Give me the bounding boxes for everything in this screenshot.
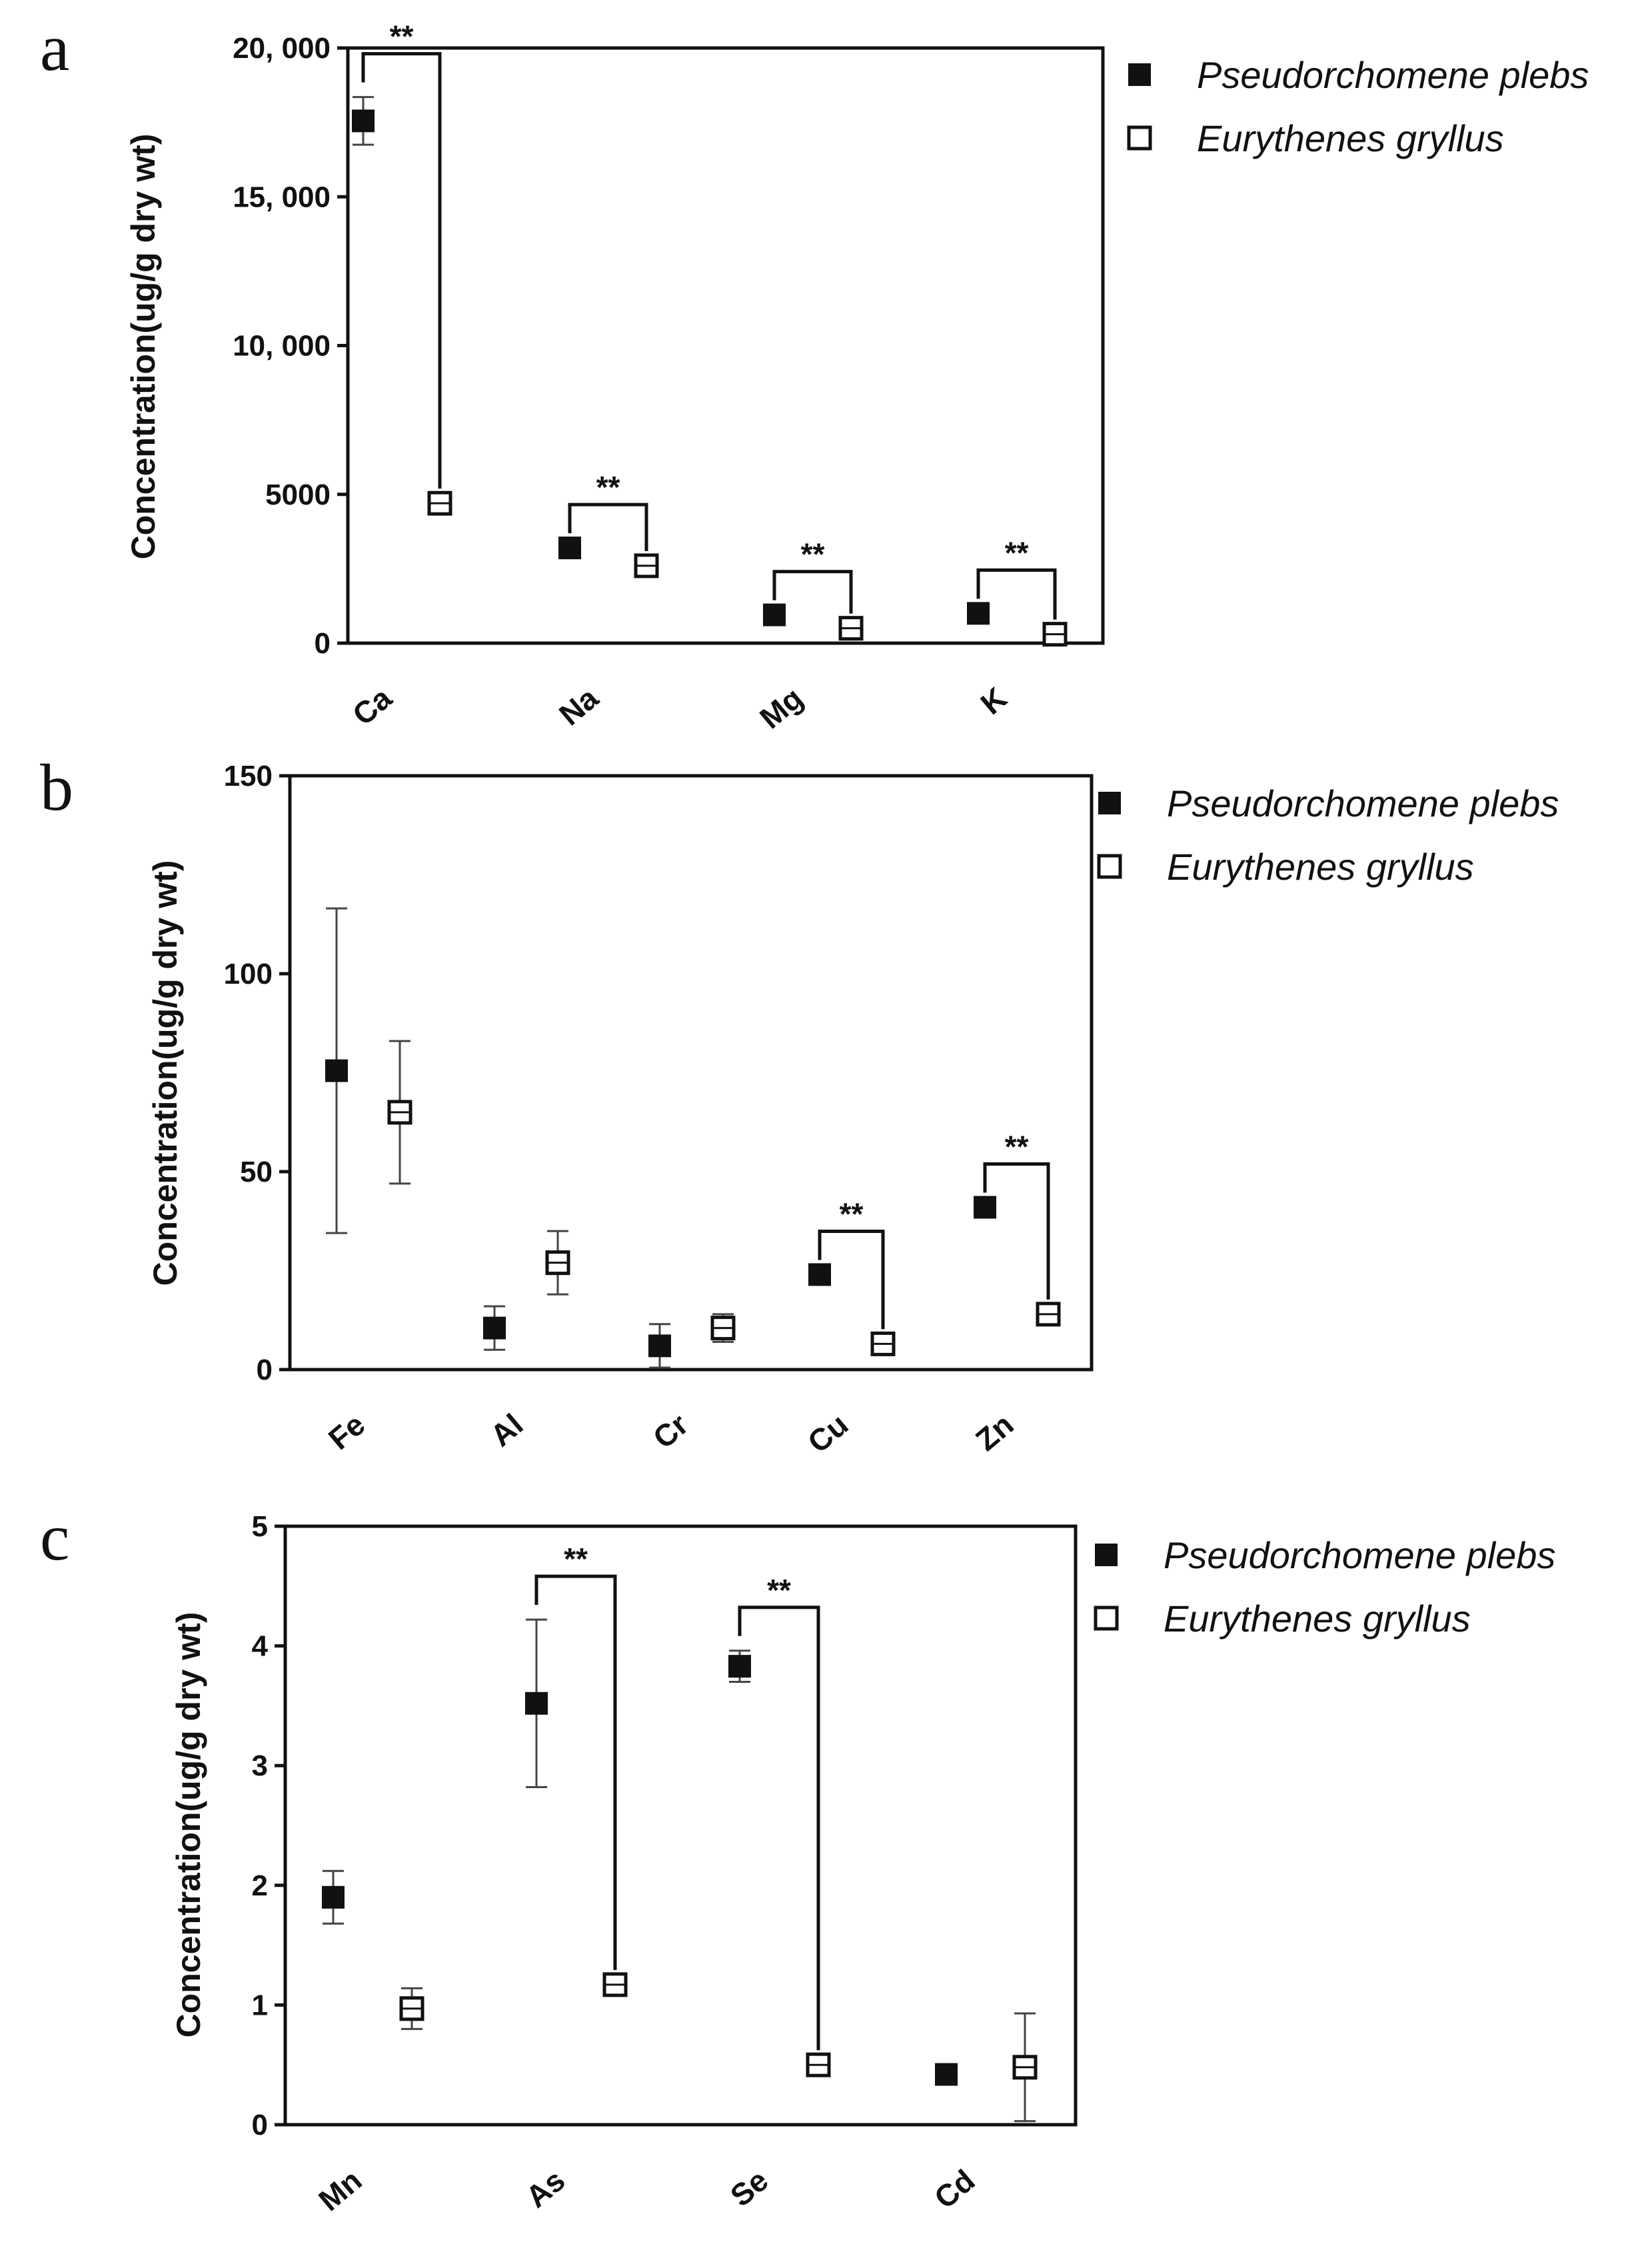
category-label-al: Al	[484, 1407, 530, 1453]
significance-bracket-k	[976, 568, 1057, 620]
category-label-k: K	[974, 680, 1014, 721]
legend-marker-open	[1127, 125, 1152, 151]
category-label-na: Na	[552, 680, 605, 732]
panel-letter: a	[40, 11, 69, 85]
data-point-filled-ca	[352, 109, 375, 133]
plot-frame	[288, 774, 1094, 1372]
data-point-filled-as	[525, 1691, 548, 1715]
legend: Pseudorchomene plebs Eurythenes gryllus	[1094, 1534, 1555, 1640]
data-point-filled-na	[558, 537, 581, 560]
legend-label: Eurythenes gryllus	[1167, 846, 1474, 888]
category-label-ca: Ca	[346, 680, 399, 732]
y-axis-title: Concentration(ug/g dry wt)	[170, 1612, 207, 2038]
y-axis-title: Concentration(ug/g dry wt)	[147, 860, 184, 1286]
significance-bracket-mg	[772, 570, 853, 614]
y-tick-label: 50	[240, 1156, 273, 1188]
category-label-cr: Cr	[646, 1407, 695, 1456]
legend-marker-open	[1094, 1606, 1119, 1631]
significance-label: **	[1005, 535, 1029, 570]
data-point-filled-k	[967, 602, 990, 625]
y-tick-label: 0	[252, 2109, 268, 2141]
significance-bracket-zn	[983, 1162, 1050, 1300]
y-tick-label: 4	[252, 1630, 269, 1663]
data-point-filled-al	[483, 1316, 506, 1340]
panel-a: a 0 5000 10, 000 15, 000 20, 000 Concentration…	[40, 11, 1589, 735]
legend: Pseudorchomene plebs Eurythenes gryllus	[1127, 54, 1589, 159]
y-tick-label: 5000	[265, 479, 331, 511]
y-tick-label: 5	[252, 1510, 268, 1543]
y-tick-label: 3	[252, 1749, 268, 1782]
significance-bracket-as	[534, 1574, 617, 1970]
legend: Pseudorchomene plebs Eurythenes gryllus	[1097, 782, 1559, 888]
y-tick-label: 10, 000	[233, 330, 331, 363]
data-point-filled-mn	[322, 1885, 345, 1909]
category-label-fe: Fe	[322, 1407, 372, 1456]
category-label-cu: Cu	[801, 1407, 854, 1460]
significance-label: **	[840, 1196, 864, 1231]
data-point-filled-mg	[763, 603, 786, 626]
panel-letter: c	[40, 1500, 69, 1574]
significance-label: **	[564, 1542, 588, 1576]
y-tick-label: 100	[224, 958, 273, 990]
legend-marker-filled	[1128, 63, 1151, 86]
y-tick-label: 20, 000	[233, 32, 331, 65]
significance-label: **	[801, 537, 825, 572]
legend-marker-open	[1097, 854, 1122, 879]
data-point-filled-fe	[325, 1059, 348, 1082]
y-tick-label: 0	[257, 1354, 273, 1386]
data-point-filled-cd	[935, 2063, 958, 2086]
data-point-filled-se	[728, 1655, 751, 1678]
panel-c: c 0 1 2 3 4 5 Concentration(ug/g dry wt) Mn As Se C…	[40, 1500, 1555, 2217]
legend-marker-filled	[1098, 792, 1121, 814]
legend-label: Pseudorchomene plebs	[1164, 1534, 1555, 1576]
y-tick-label: 15, 000	[233, 181, 331, 213]
category-label-mn: Mn	[312, 2163, 368, 2218]
legend-label: Eurythenes gryllus	[1164, 1598, 1471, 1640]
category-label-zn: Zn	[969, 1407, 1020, 1458]
legend-label: Pseudorchomene plebs	[1167, 782, 1559, 824]
significance-bracket-ca	[361, 52, 442, 489]
legend-label: Eurythenes gryllus	[1197, 117, 1504, 159]
category-label-cd: Cd	[928, 2163, 981, 2215]
y-tick-label: 2	[252, 1869, 268, 1902]
y-axis-title: Concentration(ug/g dry wt)	[125, 134, 162, 560]
plot-frame	[283, 1524, 1078, 2127]
y-tick-label: 150	[224, 760, 273, 792]
significance-label: **	[596, 470, 620, 505]
panel-letter: b	[40, 750, 73, 824]
panel-b: b 0 50 100 150 Concentration(ug/g dry wt) Fe Al…	[40, 750, 1559, 1460]
data-point-filled-zn	[974, 1196, 996, 1219]
category-label-mg: Mg	[753, 680, 809, 736]
significance-bracket-cu	[818, 1229, 885, 1330]
plot-frame	[346, 46, 1105, 645]
legend-label: Pseudorchomene plebs	[1197, 54, 1589, 96]
category-label-se: Se	[724, 2163, 775, 2213]
significance-bracket-na	[568, 503, 648, 551]
significance-label: **	[390, 19, 414, 54]
data-point-filled-cu	[808, 1263, 831, 1286]
legend-marker-filled	[1095, 1544, 1118, 1566]
significance-label: **	[1005, 1129, 1029, 1164]
significance-bracket-se	[738, 1606, 820, 2051]
y-tick-label: 1	[252, 1989, 268, 2021]
data-point-filled-cr	[648, 1334, 671, 1358]
category-label-as: As	[519, 2163, 571, 2215]
y-tick-label: 0	[315, 627, 331, 660]
significance-label: **	[767, 1573, 791, 1608]
